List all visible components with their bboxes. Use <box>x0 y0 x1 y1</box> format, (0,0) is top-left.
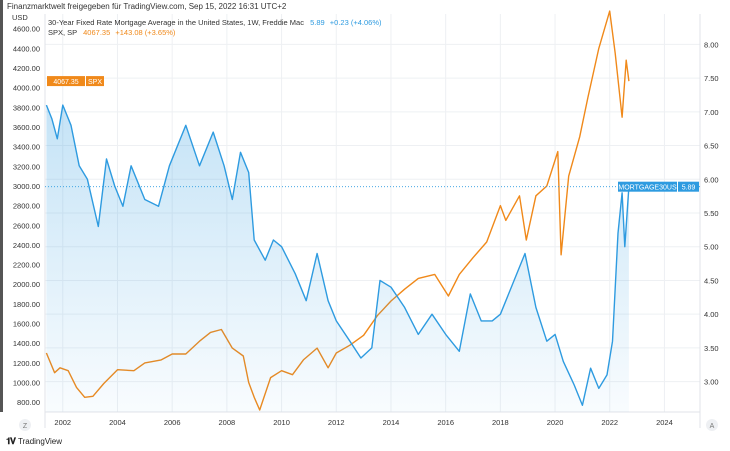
right-axis-tick-label: 6.00 <box>704 175 719 184</box>
tradingview-brand[interactable]: 𝟏𝐕 TradingView <box>6 436 62 447</box>
left-axis-tick-label: 1000.00 <box>13 379 40 388</box>
auto-button-label: A <box>710 423 715 430</box>
mortgage-symbol-tag <box>618 181 677 192</box>
left-axis-tick-label: 2800.00 <box>13 202 40 211</box>
left-axis-tick-label: 1400.00 <box>13 339 40 348</box>
left-axis-tick-label: 4200.00 <box>13 64 40 73</box>
auto-button <box>706 419 718 431</box>
x-tick-label: 2020 <box>547 418 564 427</box>
legend-mortgage: 30-Year Fixed Rate Mortgage Average in t… <box>48 18 381 27</box>
left-axis-tick-label: 4400.00 <box>13 44 40 53</box>
mortgage-price-tag <box>678 181 699 192</box>
right-axis-tick-label: 8.00 <box>704 40 719 49</box>
left-axis-tick-label: 3400.00 <box>13 143 40 152</box>
mortgage-symbol-tag-label: MORTGAGE30US <box>618 185 677 192</box>
x-tick-label: 2010 <box>273 418 290 427</box>
x-tick-label: 2018 <box>492 418 509 427</box>
left-axis-tick-label: 1600.00 <box>13 320 40 329</box>
mortgage-price-tag-value: 5.89 <box>682 185 696 192</box>
spx-symbol-tag <box>86 76 104 87</box>
right-axis-tick-label: 4.00 <box>704 310 719 319</box>
right-axis-tick-label: 7.50 <box>704 74 719 83</box>
left-axis-tick-label: 3000.00 <box>13 182 40 191</box>
legend-change: +0.23 (+4.06%) <box>329 18 382 27</box>
tradingview-logo-icon: 𝟏𝐕 <box>6 436 16 446</box>
x-tick-label: 2022 <box>601 418 618 427</box>
left-frame-border <box>0 0 3 412</box>
left-axis-tick-label: 2600.00 <box>13 221 40 230</box>
x-tick-label: 2014 <box>383 418 400 427</box>
right-axis-tick-label: 5.00 <box>704 243 719 252</box>
spx-price-tag <box>47 76 85 87</box>
x-tick-label: 2006 <box>164 418 181 427</box>
left-axis-tick-label: 3800.00 <box>13 103 40 112</box>
left-axis-tick-label: 3200.00 <box>13 162 40 171</box>
currency-label: USD <box>12 13 28 22</box>
auto-scale-button-label: Z <box>23 423 28 430</box>
x-tick-label: 2012 <box>328 418 345 427</box>
legend-name: 30-Year Fixed Rate Mortgage Average in t… <box>48 18 304 27</box>
left-axis-tick-label: 1800.00 <box>13 300 40 309</box>
series-line-mortgage30us <box>45 104 630 406</box>
legend-spx: SPX, SP 4067.35 +143.08 (+3.65%) <box>48 28 175 37</box>
left-axis-tick-label: 1200.00 <box>13 359 40 368</box>
x-tick-label: 2008 <box>219 418 236 427</box>
x-tick-label: 2002 <box>54 418 71 427</box>
right-axis-tick-label: 3.00 <box>704 378 719 387</box>
auto-scale-button <box>19 419 31 431</box>
right-axis-tick-label: 4.50 <box>704 276 719 285</box>
chart-header: Finanzmarktwelt freigegeben für TradingV… <box>7 2 287 11</box>
spx-price-tag-value: 4067.35 <box>53 79 78 86</box>
legend-value: 4067.35 <box>83 28 111 37</box>
left-axis-tick-label: 2200.00 <box>13 261 40 270</box>
left-axis-tick-label: 2400.00 <box>13 241 40 250</box>
x-tick-label: 2024 <box>656 418 673 427</box>
legend-change: +143.08 (+3.65%) <box>115 28 176 37</box>
mortgage-area-fill <box>46 105 629 412</box>
left-axis-tick-label: 4600.00 <box>13 25 40 34</box>
left-axis-tick-label: 2000.00 <box>13 280 40 289</box>
right-axis-tick-label: 6.50 <box>704 142 719 151</box>
right-axis-tick-label: 7.00 <box>704 108 719 117</box>
left-axis-tick-label: 800.00 <box>17 398 40 407</box>
left-axis-tick-label: 4000.00 <box>13 84 40 93</box>
right-axis-tick-label: 3.50 <box>704 344 719 353</box>
x-tick-label: 2004 <box>109 418 126 427</box>
legend-name: SPX, SP <box>48 28 78 37</box>
legend-value: 5.89 <box>310 18 325 27</box>
right-axis-tick-label: 5.50 <box>704 209 719 218</box>
spx-symbol-tag-label: SPX <box>88 79 102 86</box>
x-tick-label: 2016 <box>437 418 454 427</box>
brand-name: TradingView <box>17 437 63 446</box>
left-axis-tick-label: 3600.00 <box>13 123 40 132</box>
